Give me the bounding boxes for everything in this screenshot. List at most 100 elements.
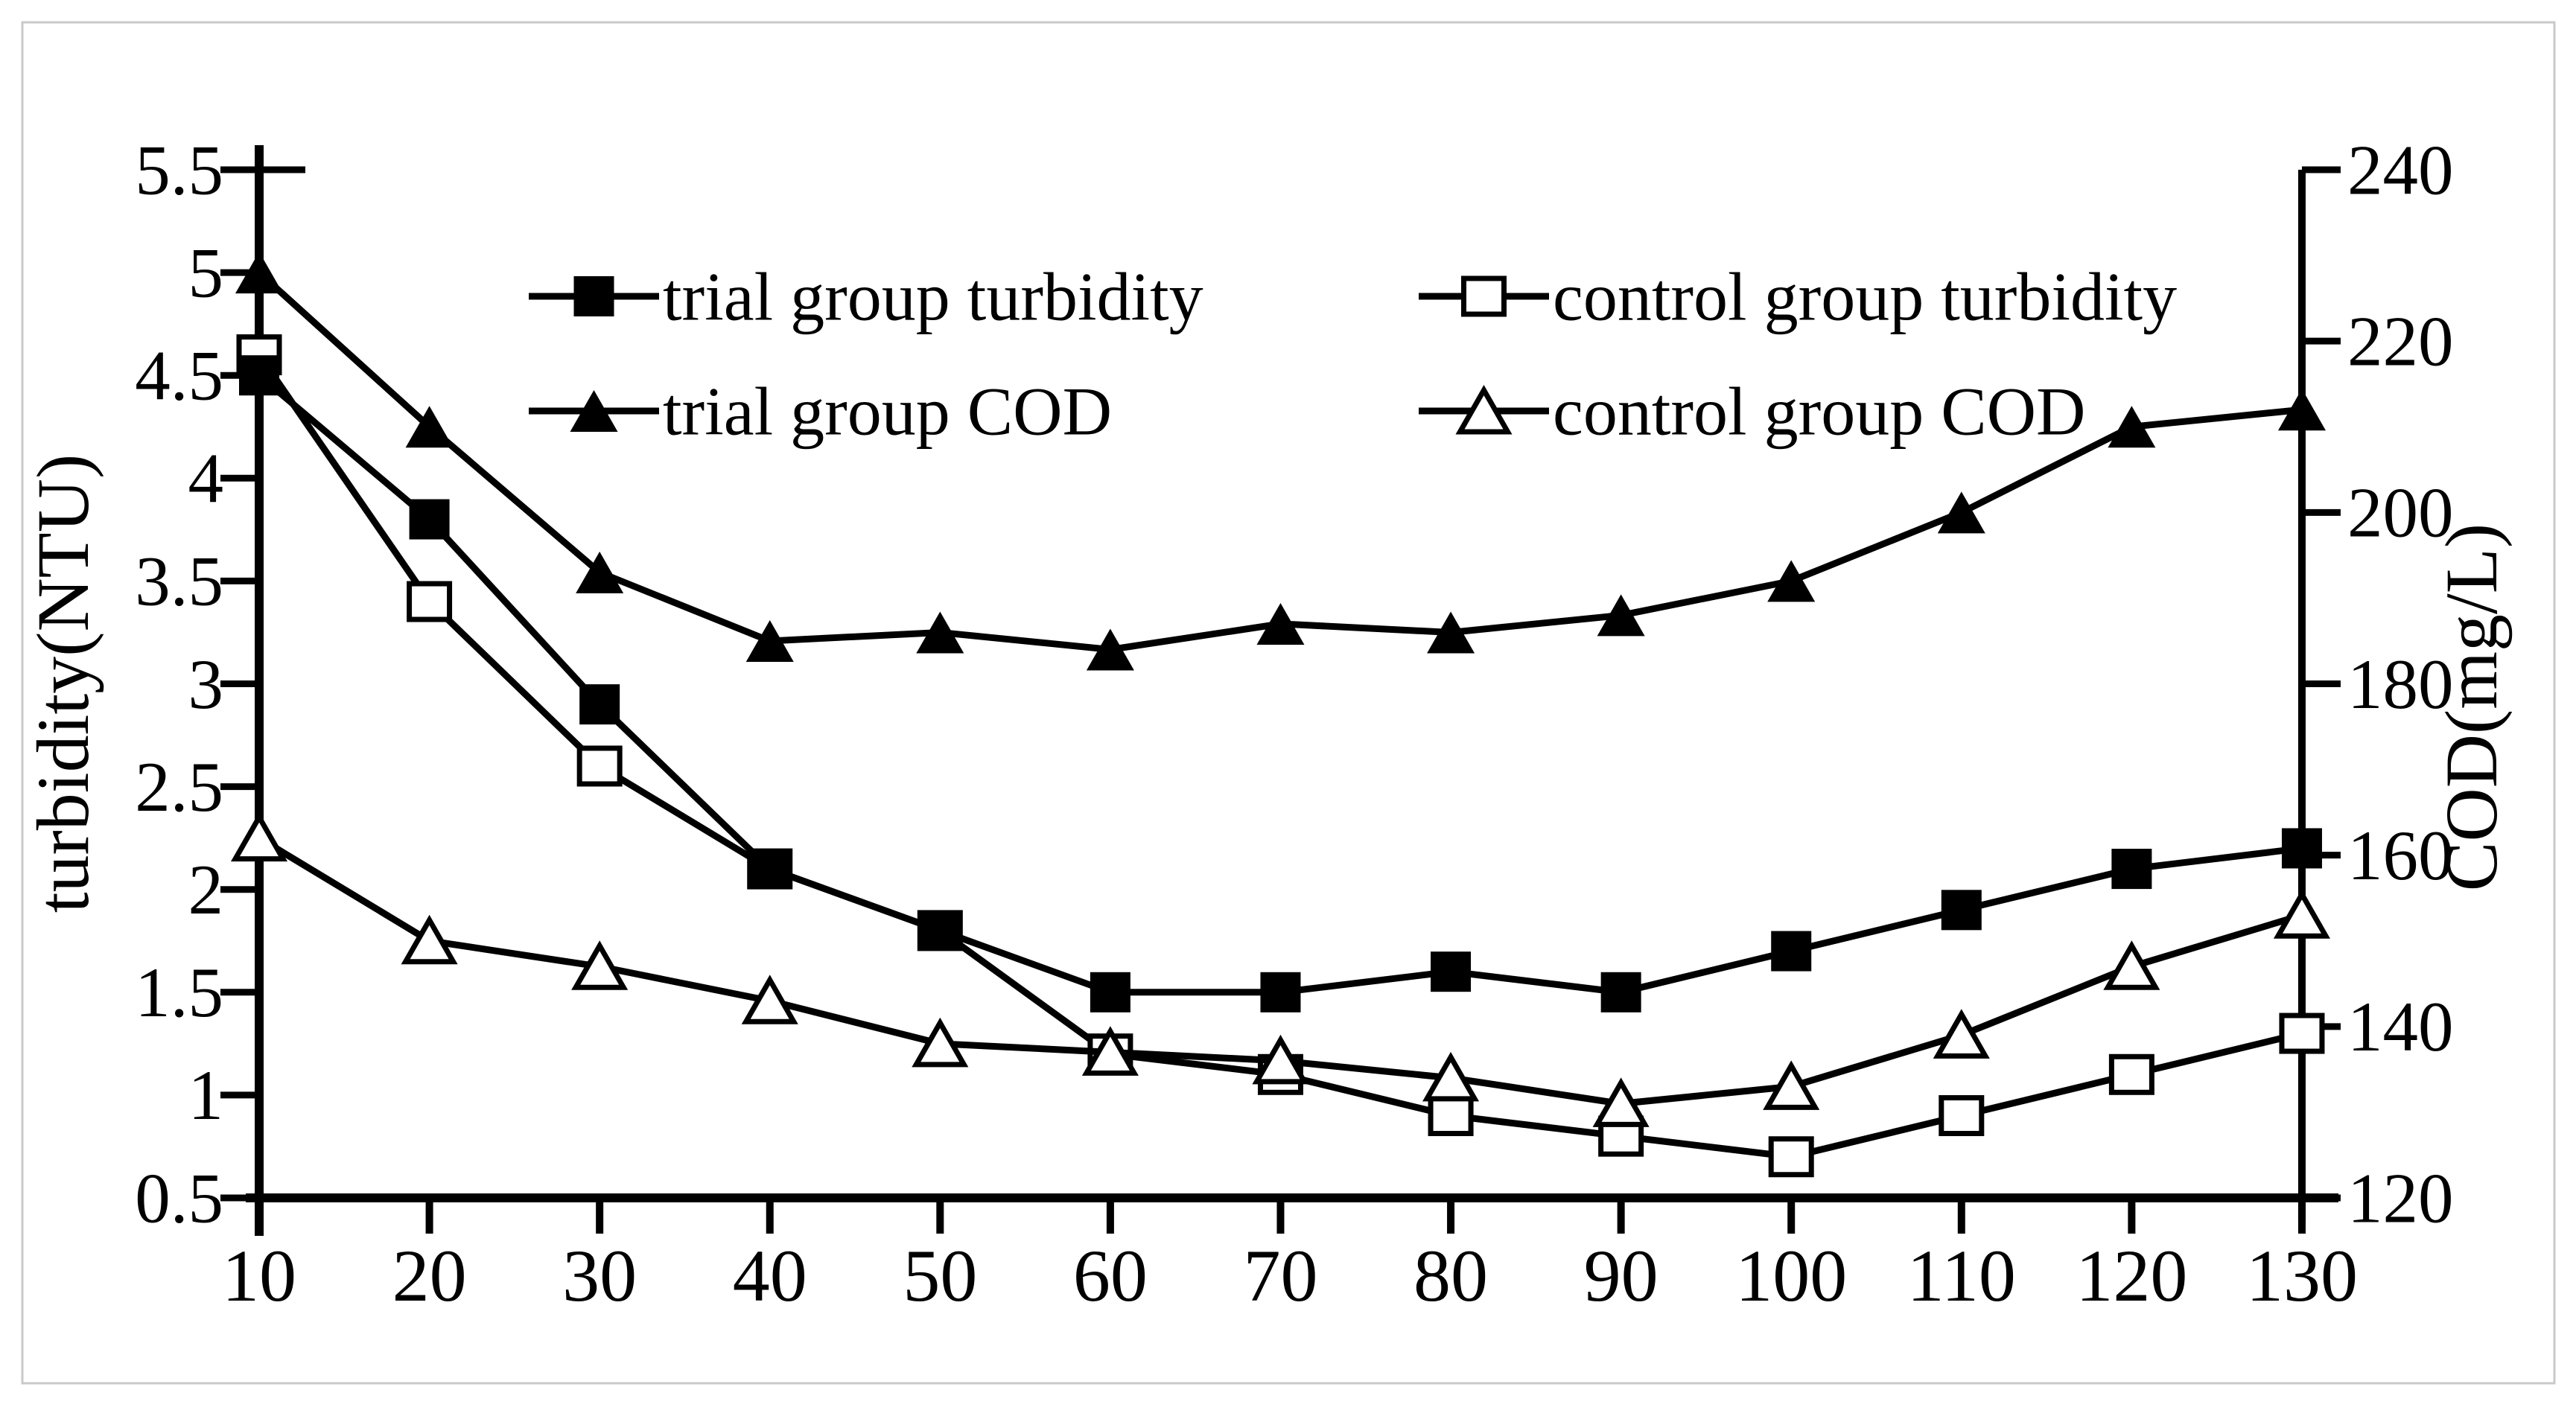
legend-item-trial-group-turbidity: trial group turbidity <box>529 258 1203 334</box>
series-marker-control-group-cod <box>1933 1009 1990 1059</box>
series-marker-trial-group-cod <box>916 611 964 654</box>
series-marker-control-group-cod <box>912 1017 969 1068</box>
right-axis-tick-label: 160 <box>2347 816 2454 895</box>
legend-item-trial-group-cod: trial group COD <box>529 373 1112 449</box>
right-axis-tick-label: 120 <box>2347 1158 2454 1237</box>
series-marker-control-group-cod <box>230 811 288 862</box>
series-marker-trial-group-cod <box>1937 491 1985 534</box>
series-marker-control-group-cod <box>741 975 798 1024</box>
left-axis-tick-label: 2.5 <box>135 747 223 826</box>
left-axis-tick-label: 2 <box>188 850 224 929</box>
series-marker-trial-group-cod <box>1597 594 1645 637</box>
right-axis-tick-label: 200 <box>2347 473 2454 552</box>
series-trial-group-cod <box>235 252 2326 671</box>
series-marker-trial-group-cod <box>1427 611 1475 654</box>
x-axis-tick-label: 60 <box>1073 1234 1148 1317</box>
right-axis-tick-label: 220 <box>2347 302 2454 380</box>
legend-marker-control-group-turbidity <box>1461 275 1507 317</box>
series-marker-control-group-turbidity <box>407 581 453 622</box>
series-marker-control-group-cod <box>1592 1077 1650 1127</box>
series-line-trial-group-turbidity <box>257 372 2303 996</box>
series-marker-trial-group-cod <box>2108 406 2156 448</box>
series-marker-trial-group-turbidity <box>1941 890 1982 931</box>
legend-item-control-group-cod: control group COD <box>1419 373 2085 449</box>
series-marker-trial-group-cod <box>235 252 283 294</box>
legend-label-trial-group-turbidity: trial group turbidity <box>663 258 1203 334</box>
legend-marker-trial-group-turbidity <box>573 276 614 316</box>
series-trial-group-turbidity <box>239 355 2322 1013</box>
series-marker-control-group-turbidity <box>2108 1053 2154 1095</box>
series-marker-control-group-cod <box>1763 1060 1820 1110</box>
legend-marker-trial-group-cod <box>570 390 618 432</box>
right-axis-title: COD(mg/L) <box>2430 523 2513 891</box>
series-marker-control-group-cod <box>1422 1051 1480 1102</box>
left-axis-tick-label: 5 <box>188 233 224 312</box>
series-marker-control-group-turbidity <box>1939 1095 1985 1137</box>
left-axis-tick-label: 1 <box>188 1056 224 1135</box>
left-axis-tick-label: 0.5 <box>135 1158 223 1237</box>
series-marker-control-group-turbidity <box>1428 1095 1474 1137</box>
series-marker-trial-group-turbidity <box>2111 849 2152 890</box>
series-marker-trial-group-turbidity <box>1260 972 1301 1013</box>
legend-label-control-group-turbidity: control group turbidity <box>1553 258 2177 334</box>
series-marker-trial-group-turbidity <box>1771 931 1812 972</box>
figure-border <box>21 21 2556 1385</box>
legend: trial group turbidity control group turbi… <box>529 258 2177 449</box>
series-marker-trial-group-cod <box>1256 602 1305 645</box>
x-axis-tick-label: 30 <box>562 1234 637 1317</box>
left-axis-title: turbidity(NTU) <box>22 454 104 913</box>
series-marker-trial-group-turbidity <box>409 499 450 540</box>
left-axis-tick-label: 4.5 <box>135 337 223 415</box>
series-marker-trial-group-cod <box>405 406 454 448</box>
series-control-group-cod <box>230 811 2330 1127</box>
left-axis-tick-label: 1.5 <box>135 953 223 1032</box>
legend-item-control-group-turbidity: control group turbidity <box>1419 258 2177 334</box>
right-axis-tick-label: 240 <box>2347 130 2454 209</box>
series-marker-control-group-cod <box>2103 940 2160 990</box>
right-axis-tick-label: 140 <box>2347 987 2454 1066</box>
series-marker-control-group-cod <box>1252 1034 1309 1085</box>
x-axis-tick-label: 20 <box>392 1234 467 1317</box>
series-marker-control-group-cod <box>571 940 629 990</box>
series-marker-control-group-turbidity <box>1768 1136 1814 1178</box>
right-axis-tick-label: 180 <box>2347 645 2454 724</box>
x-axis-tick-label: 40 <box>733 1234 807 1317</box>
series-marker-control-group-cod <box>401 914 458 965</box>
x-axis-tick-label: 130 <box>2246 1234 2358 1317</box>
series-marker-trial-group-cod <box>1767 560 1816 602</box>
series-marker-control-group-turbidity <box>2279 1013 2325 1054</box>
x-axis-tick-label: 120 <box>2076 1234 2187 1317</box>
series-marker-trial-group-turbidity <box>2281 828 2322 869</box>
x-axis-tick-label: 70 <box>1243 1234 1317 1317</box>
series-marker-trial-group-cod <box>2277 389 2326 431</box>
legend-marker-control-group-cod <box>1455 384 1513 435</box>
x-axis-tick-label: 100 <box>1735 1234 1847 1317</box>
legend-label-control-group-cod: control group COD <box>1553 373 2085 449</box>
series-marker-trial-group-turbidity <box>579 684 620 725</box>
series-marker-trial-group-turbidity <box>749 849 790 890</box>
left-axis-tick-label: 5.5 <box>135 130 223 209</box>
series-marker-control-group-cod <box>2273 889 2330 939</box>
series-marker-trial-group-cod <box>1086 628 1134 671</box>
x-axis-tick-label: 90 <box>1584 1234 1659 1317</box>
series-marker-trial-group-turbidity <box>239 355 279 396</box>
legend-label-trial-group-cod: trial group COD <box>663 373 1112 449</box>
series-marker-control-group-turbidity <box>576 745 623 787</box>
series-marker-trial-group-cod <box>745 619 794 662</box>
series-marker-trial-group-turbidity <box>920 910 961 951</box>
series-marker-trial-group-turbidity <box>1600 972 1641 1013</box>
series-marker-trial-group-turbidity <box>1431 951 1472 992</box>
x-axis-tick-label: 110 <box>1907 1234 2016 1317</box>
left-axis-tick-label: 3.5 <box>135 542 223 621</box>
x-axis-tick-label: 80 <box>1413 1234 1488 1317</box>
x-axis-tick-label: 50 <box>903 1234 977 1317</box>
axes: 0.5 1 1.5 2 2.5 3 3.5 4 4.5 5 5.5 120 140 160 180 200 22… <box>135 130 2453 1317</box>
series-marker-trial-group-turbidity <box>1090 972 1130 1013</box>
series-marker-control-group-cod <box>1081 1026 1139 1076</box>
series-marker-trial-group-cod <box>576 551 624 593</box>
x-axis-tick-label: 10 <box>222 1234 296 1317</box>
left-axis-tick-label: 4 <box>188 439 224 518</box>
left-axis-tick-label: 3 <box>188 645 224 724</box>
